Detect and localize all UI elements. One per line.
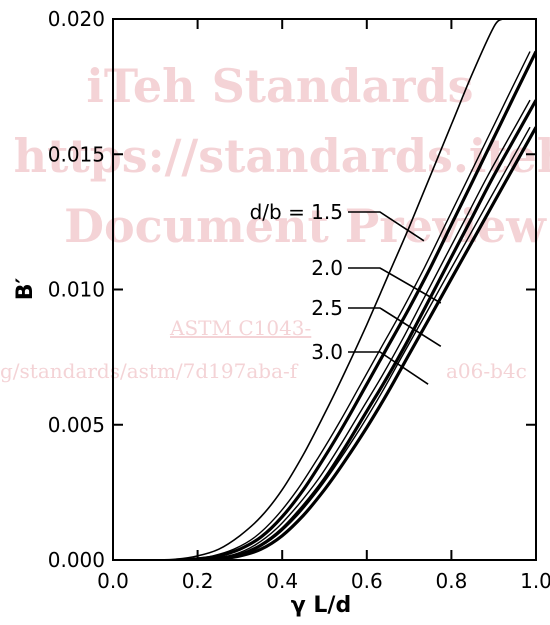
annotation-label: d/b = 1.5 — [250, 200, 343, 224]
series-line-2 — [176, 50, 536, 560]
y-tick-label: 0.020 — [48, 7, 105, 31]
series-line-4 — [206, 126, 536, 560]
annotation-label: 2.5 — [311, 296, 343, 320]
annotations: d/b = 1.5 2.0 2.5 3.0 — [250, 200, 442, 385]
y-tick-label: 0.005 — [48, 413, 105, 437]
axis-ticks: 0.0 0.2 0.4 0.6 0.8 1.0 0.000 0.005 0.010 0.015 0.… — [48, 7, 550, 593]
annotation-leader — [348, 307, 442, 347]
watermark-line1: iTeh Standards — [86, 59, 473, 113]
x-tick-label: 0.8 — [435, 569, 467, 593]
series-line-1 — [155, 19, 503, 560]
y-tick-label: 0.000 — [48, 548, 105, 572]
x-axis-label: γ L/d — [291, 593, 351, 618]
y-tick-label: 0.015 — [48, 142, 105, 166]
series-line-2-companion — [170, 51, 531, 560]
series-line-4-companion — [200, 126, 531, 560]
y-axis-label: B′ — [13, 278, 38, 301]
x-tick-label: 1.0 — [520, 569, 550, 593]
annotation-leader — [348, 211, 425, 242]
series-line-3-companion — [191, 99, 531, 560]
watermark-line5: g/standards/astm/7d197aba-f — [0, 359, 299, 383]
annotation-label: 3.0 — [311, 340, 343, 364]
annotation-leader — [348, 267, 442, 304]
watermark-line2: https://standards.iteh. — [14, 129, 550, 183]
series-clip-group — [155, 19, 536, 560]
annotation-leader — [348, 351, 429, 385]
series-lines — [155, 19, 536, 560]
watermark-line6: a06-b4c — [446, 359, 527, 383]
x-tick-label: 0.2 — [182, 569, 214, 593]
watermark-line4: ASTM C1043- — [169, 316, 311, 340]
annotation-label: 2.0 — [311, 256, 343, 280]
y-tick-label: 0.010 — [48, 278, 105, 302]
x-tick-label: 0.6 — [351, 569, 383, 593]
x-tick-label: 0.4 — [266, 569, 298, 593]
x-tick-label: 0.0 — [97, 569, 129, 593]
